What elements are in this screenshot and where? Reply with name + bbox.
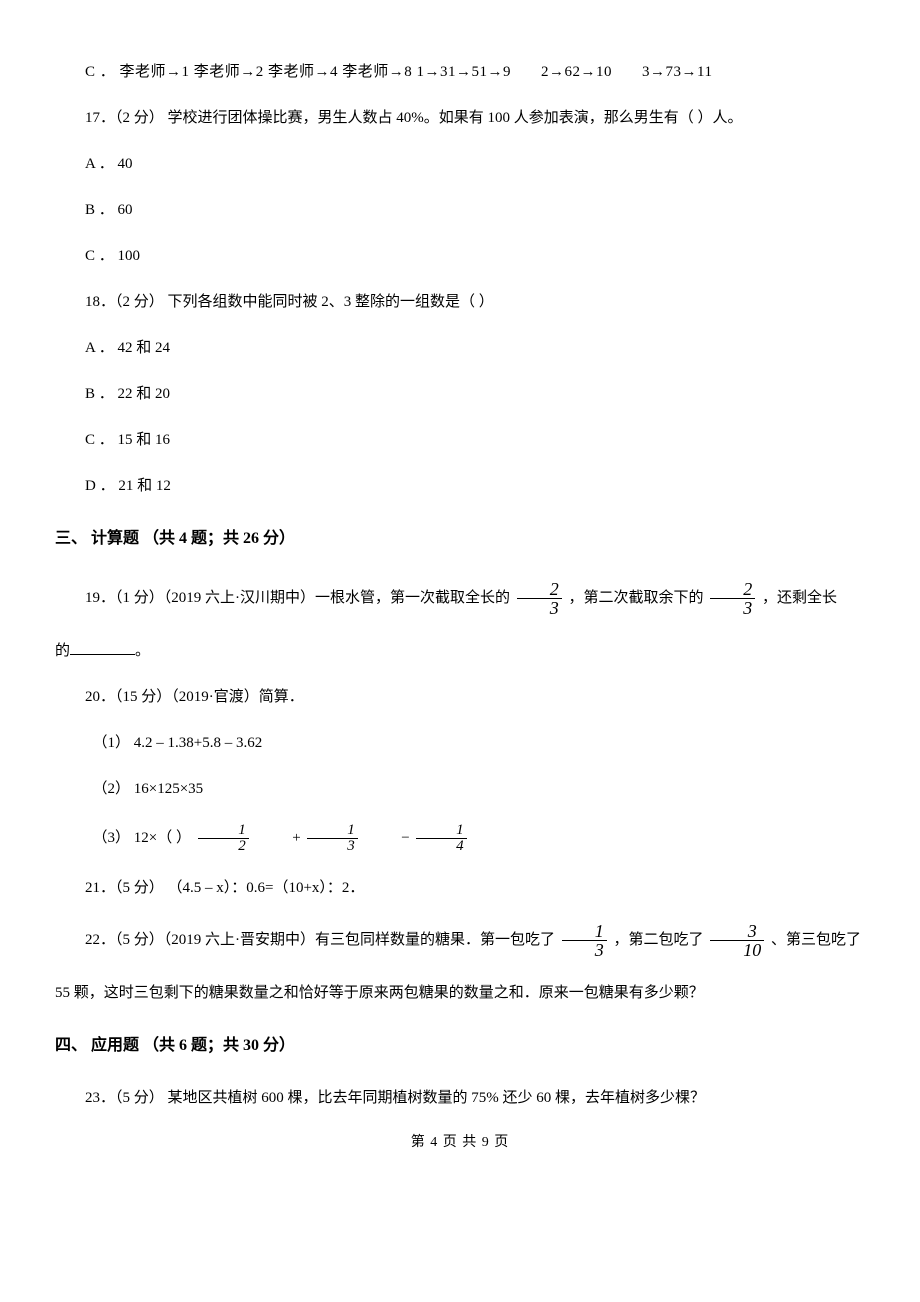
plus-icon: +	[255, 826, 301, 850]
q20-fraction-3: 1 4	[416, 823, 467, 854]
q17-option-c: C ． 100	[55, 244, 865, 268]
q17-option-b: B ． 60	[55, 198, 865, 222]
q20-sub2: （2） 16×125×35	[55, 777, 865, 801]
question-19-continue: 的。	[55, 639, 865, 663]
q20-sub3-expr: 1 2 + 1 3 − 1 4	[195, 823, 470, 854]
q18-option-a: A ． 42 和 24	[55, 336, 865, 360]
q22-text-part2: ，第二包吃了	[614, 932, 708, 948]
question-22-continue: 55 颗，这时三包剩下的糖果数量之和恰好等于原来两包糖果的数量之和．原来一包糖果…	[55, 981, 865, 1005]
question-22: 22．（5 分）（2019 六上·晋安期中）有三包同样数量的糖果．第一包吃了 1…	[55, 922, 865, 959]
q19-fraction-2: 2 3	[710, 580, 755, 617]
page-footer: 第 4 页 共 9 页	[55, 1132, 865, 1154]
minus-icon: −	[364, 826, 410, 850]
q18-option-d: D ． 21 和 12	[55, 474, 865, 498]
q22-fraction-2: 3 10	[710, 922, 764, 959]
question-19: 19．（1 分）（2019 六上·汉川期中）一根水管，第一次截取全长的 2 3 …	[55, 580, 865, 617]
blank-fill	[70, 654, 135, 655]
question-18: 18．（2 分） 下列各组数中能同时被 2、3 整除的一组数是（ ）	[55, 290, 865, 314]
q20-sub1: （1） 4.2 – 1.38+5.8 – 3.62	[55, 731, 865, 755]
q22-fraction-1: 1 3	[562, 922, 607, 959]
q22-text-part3: 、第三包吃了	[771, 932, 861, 948]
section-3-title: 三、 计算题 （共 4 题；共 26 分）	[55, 526, 865, 552]
q19-fraction-1: 2 3	[517, 580, 562, 617]
q20-fraction-2: 1 3	[307, 823, 358, 854]
question-21: 21．（5 分） （4.5 – x）：0.6=（10+x）：2．	[55, 876, 865, 900]
q20-sub3: （3） 12×（ ） 1 2 + 1 3 − 1 4	[55, 823, 865, 854]
section-4-title: 四、 应用题 （共 6 题；共 30 分）	[55, 1033, 865, 1059]
q19-text-part3: ，还剩全长	[762, 590, 837, 606]
question-23: 23．（5 分） 某地区共植树 600 棵，比去年同期植树数量的 75% 还少 …	[55, 1086, 865, 1110]
q19-text-part1: 19．（1 分）（2019 六上·汉川期中）一根水管，第一次截取全长的	[85, 590, 514, 606]
q19-text-part5: 。	[135, 643, 150, 659]
q20-sub3-prefix: （3） 12×（ ）	[93, 830, 191, 846]
question-17: 17．（2 分） 学校进行团体操比赛，男生人数占 40%。如果有 100 人参加…	[55, 106, 865, 130]
question-c-option: C ． 李老师→1 李老师→2 李老师→4 李老师→8 1→31→51→92→6…	[55, 60, 865, 84]
q20-fraction-1: 1 2	[198, 823, 249, 854]
q19-text-part4: 的	[55, 643, 70, 659]
q17-option-a: A ． 40	[55, 152, 865, 176]
q18-option-b: B ． 22 和 20	[55, 382, 865, 406]
q22-text-part1: 22．（5 分）（2019 六上·晋安期中）有三包同样数量的糖果．第一包吃了	[85, 932, 559, 948]
q18-option-c: C ． 15 和 16	[55, 428, 865, 452]
option-c-text: C ． 李老师→1 李老师→2 李老师→4 李老师→8 1→31→51→92→6…	[85, 64, 712, 80]
q19-text-part2: ，第二次截取余下的	[569, 590, 708, 606]
question-20: 20．（15 分）（2019·官渡）简算．	[55, 685, 865, 709]
